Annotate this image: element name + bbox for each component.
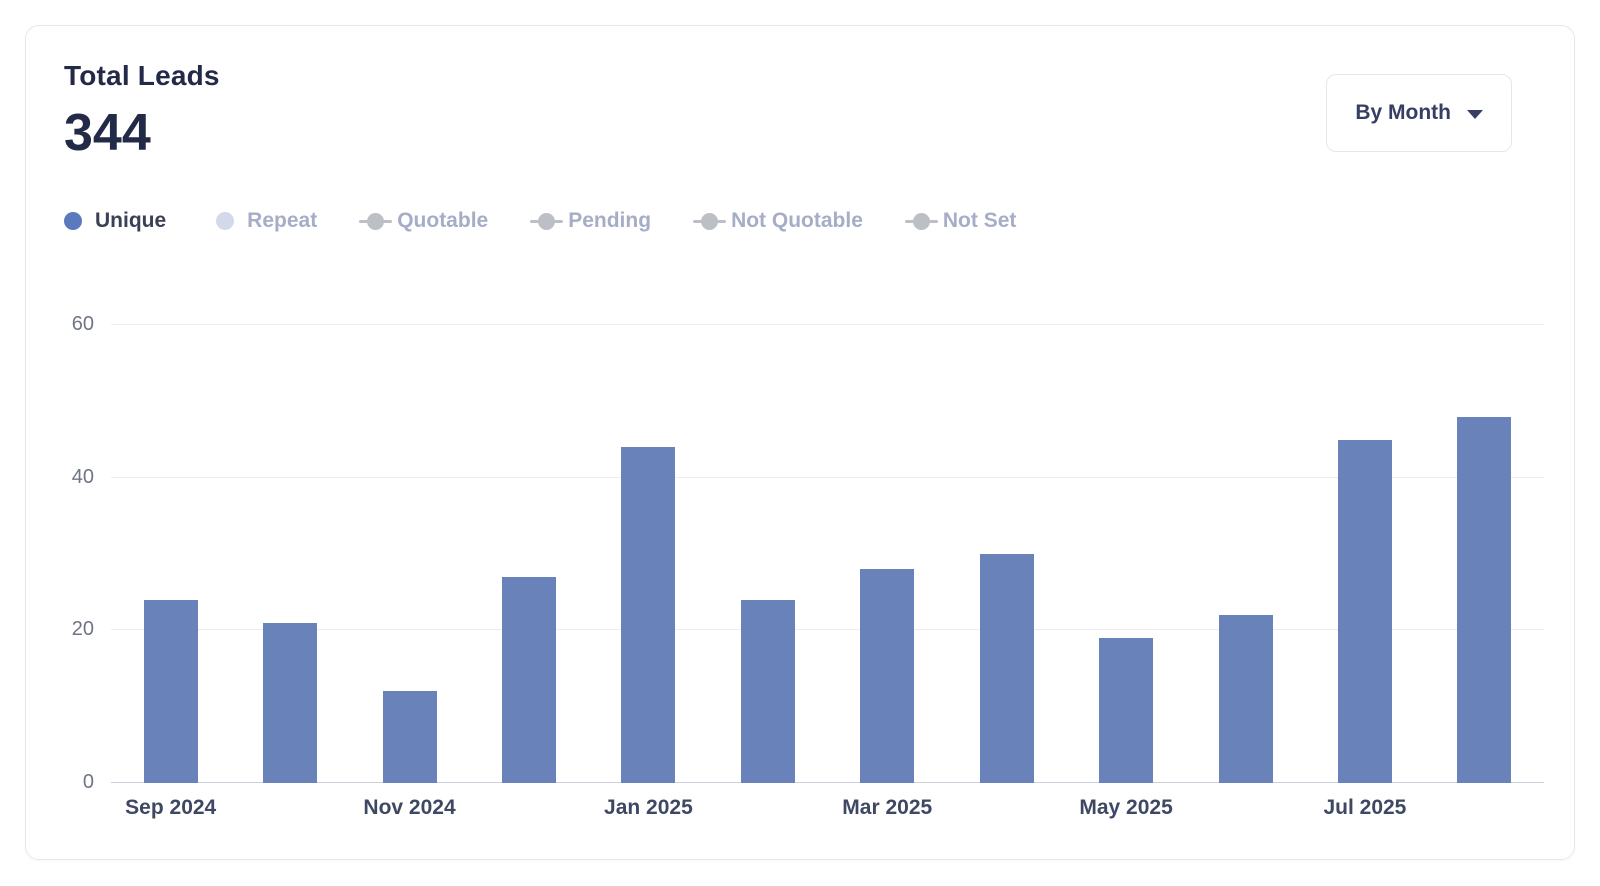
legend-label: Unique [95,209,167,232]
total-leads-card: Total Leads 344 By Month Unique Repeat Quo… [25,25,1575,860]
x-tick-label: Nov 2024 [363,796,456,819]
x-tick-label: Sep 2024 [125,796,217,819]
gridline: 60 [72,313,1544,335]
legend-item-quotable[interactable]: Quotable [359,209,489,233]
legend-item-pending[interactable]: Pending [530,209,652,233]
by-month-dropdown[interactable]: By Month [1326,74,1512,152]
bar[interactable] [263,622,318,783]
bar-slot-aug-2025 [1425,300,1544,783]
dot-marker-icon [216,212,235,230]
bar[interactable] [740,599,795,783]
bar-slot-oct-2024 [230,300,349,783]
bar-slot-may-2025: May 2025 [1066,300,1185,819]
legend-label: Repeat [247,209,318,232]
gridline: 40 [72,466,1544,488]
bars-row: Sep 2024 Nov 2024 Jan 2025 Mar 2025 May 2025… [111,300,1544,819]
x-tick-label: Mar 2025 [842,796,933,819]
card-title: Total Leads [64,60,220,91]
bar-slot-feb-2025 [708,300,827,783]
legend: Unique Repeat Quotable Pending Not Quotable N… [64,208,1544,234]
bar-slot-jul-2025: Jul 2025 [1305,300,1424,819]
legend-label: Pending [568,209,652,232]
y-tick-label: 40 [71,465,94,488]
y-tick-label: 60 [71,313,94,336]
y-tick-label: 0 [82,771,94,794]
header-left: Total Leads 344 [64,59,220,162]
x-tick-label: Jul 2025 [1323,796,1407,819]
bar[interactable] [621,447,676,783]
line-dot-marker-icon [904,212,938,230]
gridline: 20 [72,618,1544,640]
bar[interactable] [1099,637,1154,783]
dropdown-label: By Month [1355,101,1451,124]
bar-slot-jan-2025: Jan 2025 [589,300,708,819]
bar-slot-mar-2025: Mar 2025 [828,300,947,819]
bar-chart: 0 20 40 60 Sep 2024 Nov 2024 Jan 2025 Mar 2025 M… [64,300,1544,819]
bar[interactable] [1218,615,1273,783]
legend-label: Quotable [397,209,489,232]
line-dot-marker-icon [693,212,727,230]
bar[interactable] [1457,416,1512,783]
line-dot-marker-icon [530,212,564,230]
x-axis-line: 0 [83,771,1544,793]
bar[interactable] [501,576,556,783]
bar[interactable] [1337,439,1392,783]
legend-item-unique[interactable]: Unique [64,209,166,233]
bar[interactable] [860,569,915,783]
bar-slot-sep-2024: Sep 2024 [111,300,230,819]
bar-slot-nov-2024: Nov 2024 [350,300,469,819]
x-tick-label: May 2025 [1079,796,1173,819]
line-dot-marker-icon [359,212,393,230]
bar-slot-apr-2025 [947,300,1066,783]
bar-slot-jun-2025 [1186,300,1305,783]
legend-item-repeat[interactable]: Repeat [216,209,317,233]
legend-item-not-quotable[interactable]: Not Quotable [693,209,863,233]
bar[interactable] [382,691,437,783]
legend-label: Not Quotable [731,209,863,232]
chevron-down-icon [1467,110,1483,119]
y-tick-label: 20 [71,618,94,641]
bar[interactable] [143,599,198,783]
card-header: Total Leads 344 By Month [64,59,1544,162]
x-tick-label: Jan 2025 [604,796,693,819]
bar[interactable] [979,554,1034,783]
bar-slot-dec-2024 [469,300,588,783]
total-leads-value: 344 [64,104,151,162]
plot-area: 0 20 40 60 Sep 2024 Nov 2024 Jan 2025 Mar 2025 M… [72,300,1544,819]
legend-label: Not Set [942,209,1017,232]
dot-marker-icon [64,212,82,230]
legend-item-not-set[interactable]: Not Set [904,209,1017,233]
